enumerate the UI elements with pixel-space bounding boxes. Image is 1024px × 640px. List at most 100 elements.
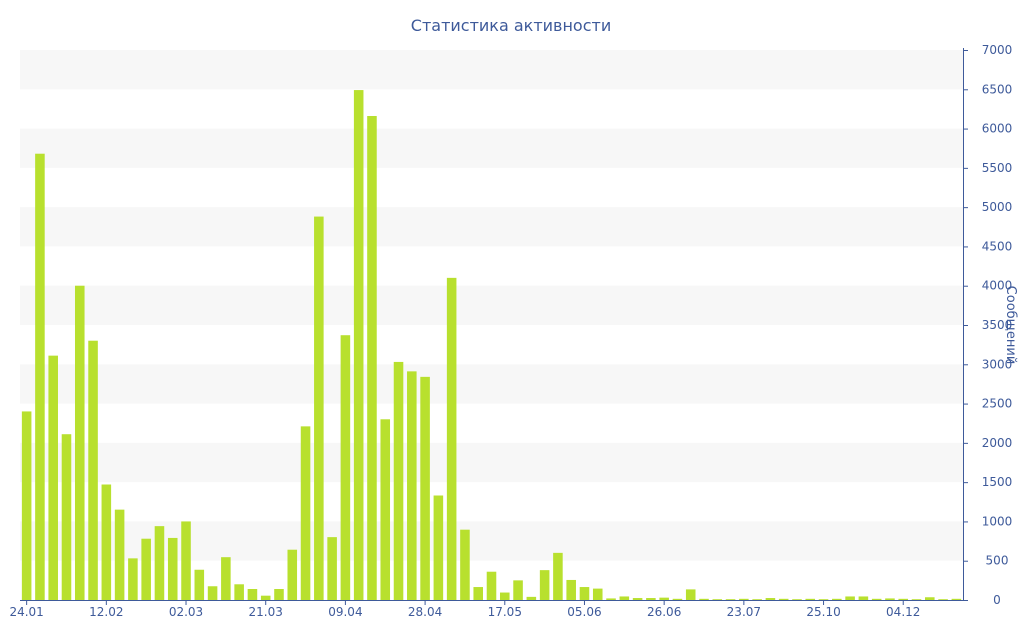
bar <box>566 579 576 600</box>
bar <box>141 538 151 600</box>
y-tick-label: 5000 <box>982 200 1013 214</box>
grid-band <box>20 364 963 404</box>
bar <box>486 571 497 600</box>
y-tick-label: 6500 <box>982 82 1013 96</box>
bar <box>35 153 45 600</box>
bar <box>539 570 550 600</box>
y-tick-label: 1000 <box>982 514 1013 528</box>
bar <box>473 587 483 600</box>
y-axis-title: Сообщений <box>1003 286 1018 365</box>
x-tick-label: 25.10 <box>806 605 840 619</box>
bar <box>340 335 351 600</box>
bar <box>380 419 391 600</box>
y-tick-label: 3000 <box>982 357 1013 371</box>
y-tick-label: 2500 <box>982 397 1013 411</box>
bar <box>778 598 789 600</box>
bar <box>88 340 98 600</box>
bar <box>114 509 125 600</box>
bar <box>898 598 909 600</box>
bar <box>553 552 563 600</box>
grid-band <box>20 128 963 168</box>
bar <box>672 598 683 600</box>
bar <box>300 426 311 600</box>
bar <box>526 596 537 600</box>
x-tick-label: 28.04 <box>408 605 442 619</box>
bar <box>725 599 736 600</box>
bar <box>274 589 284 600</box>
y-tick-label: 3500 <box>982 318 1013 332</box>
y-tick-label: 2000 <box>982 436 1013 450</box>
x-tick-label: 05.06 <box>567 605 601 619</box>
grid-band <box>20 442 963 483</box>
y-tick-label: 5500 <box>982 161 1013 175</box>
x-tick-label: 04.12 <box>886 605 920 619</box>
bar <box>632 598 643 600</box>
bar <box>925 597 935 600</box>
bar <box>699 598 709 600</box>
x-tick-label: 17.05 <box>488 605 522 619</box>
grid-bands <box>20 50 963 561</box>
bar <box>460 529 470 600</box>
bar <box>61 434 72 600</box>
bar <box>592 588 603 600</box>
bar <box>327 537 337 600</box>
y-axis: 0 500 1000 1500 2000 2500 3000 3500 4000 4500 5000… <box>963 43 1012 607</box>
y-tick-label: 0 <box>993 593 1001 607</box>
x-tick-label: 21.03 <box>249 605 283 619</box>
x-tick-label: 23.07 <box>727 605 761 619</box>
bar <box>207 586 218 600</box>
bar <box>606 598 616 600</box>
bars <box>21 90 962 600</box>
bar <box>685 589 696 600</box>
bar <box>247 589 258 600</box>
y-tick-label: 4000 <box>982 279 1013 293</box>
bar <box>287 549 298 600</box>
bar <box>845 596 855 600</box>
bar <box>871 598 882 600</box>
y-tick-label: 7000 <box>982 43 1013 57</box>
y-tick-label: 1500 <box>982 475 1013 489</box>
bar <box>792 599 802 600</box>
x-tick-label: 12.02 <box>89 605 123 619</box>
x-tick-label: 09.04 <box>328 605 362 619</box>
bar <box>167 537 178 600</box>
bar <box>858 596 869 600</box>
y-tick-label: 500 <box>986 554 1009 568</box>
bar <box>221 557 231 600</box>
x-tick-label: 24.01 <box>9 605 43 619</box>
bar <box>101 484 112 600</box>
bar <box>832 598 842 600</box>
bar <box>500 592 510 600</box>
x-axis: 24.01 12.02 02.03 21.03 09.04 28.04 17.05 05.06… <box>9 600 963 619</box>
bar <box>420 376 430 600</box>
grid-band <box>20 207 963 247</box>
bar <box>21 411 32 600</box>
bar <box>951 598 962 600</box>
bar <box>765 598 776 600</box>
bar <box>818 599 829 600</box>
bar <box>367 116 377 600</box>
bar <box>393 361 404 600</box>
bar <box>154 526 165 600</box>
y-tick-label: 6000 <box>982 122 1013 136</box>
bar <box>234 584 244 600</box>
bar <box>739 598 749 600</box>
bar <box>646 598 656 600</box>
grid-band <box>20 285 963 325</box>
bar <box>314 216 324 600</box>
x-tick-label: 02.03 <box>169 605 203 619</box>
bar <box>433 495 444 600</box>
bar <box>260 595 271 600</box>
bar <box>659 597 669 600</box>
y-tick-label: 4500 <box>982 239 1013 253</box>
bar <box>579 587 590 600</box>
bar <box>619 596 630 600</box>
bar <box>938 599 948 600</box>
chart-title: Статистика активности <box>411 16 611 35</box>
bar <box>407 371 417 600</box>
grid-band <box>20 50 963 90</box>
bar <box>885 598 895 600</box>
bar <box>353 90 364 600</box>
bar <box>805 598 816 600</box>
